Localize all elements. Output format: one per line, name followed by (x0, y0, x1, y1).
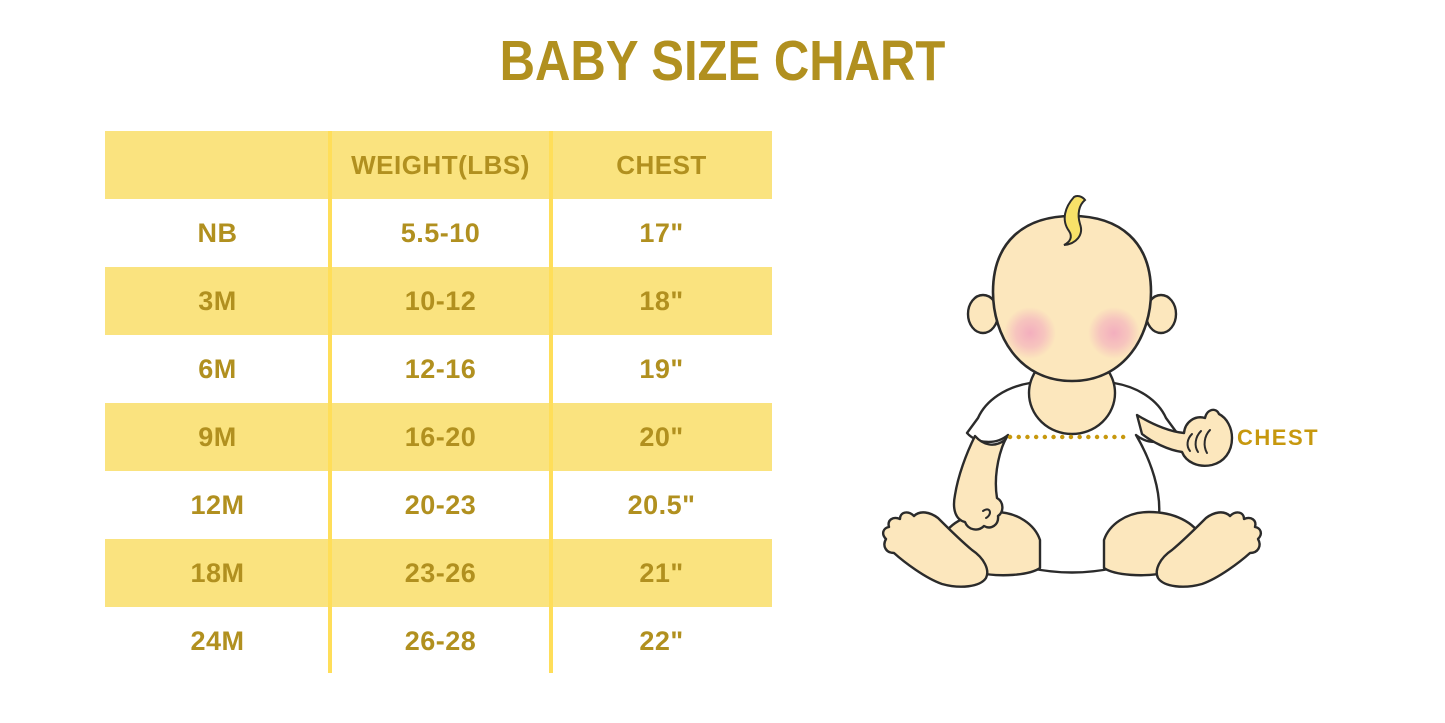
table-row: 6M 12-16 19" (105, 335, 772, 403)
size-cell: 12M (190, 489, 245, 520)
baby-illustration: CHEST (880, 180, 1330, 610)
table-row: 3M 10-12 18" (105, 267, 772, 335)
weight-cell: 16-20 (404, 421, 477, 452)
baby-foot-left (881, 511, 989, 588)
chest-column-header: CHEST (616, 149, 707, 180)
chest-label: CHEST (1237, 425, 1319, 450)
size-cell: NB (197, 217, 238, 248)
table-row: 12M 20-23 20.5" (105, 471, 772, 539)
weight-cell: 5.5-10 (400, 217, 481, 248)
weight-cell: 20-23 (404, 489, 477, 520)
chest-cell: 21" (639, 557, 684, 588)
page-title: BABY SIZE CHART (499, 29, 946, 93)
table-column-divider (549, 131, 553, 673)
chest-cell: 19" (639, 353, 684, 384)
weight-cell: 23-26 (404, 557, 477, 588)
baby-hair-curl (1063, 195, 1087, 246)
baby-foot-right (1155, 511, 1263, 588)
weight-cell: 10-12 (404, 285, 477, 316)
chest-cell: 20" (639, 421, 684, 452)
table-row: 24M 26-28 22" (105, 607, 772, 675)
weight-cell: 26-28 (404, 625, 477, 656)
chest-cell: 18" (639, 285, 684, 316)
size-column-header (105, 131, 330, 199)
weight-cell: 12-16 (404, 353, 477, 384)
baby-legs (881, 510, 1263, 588)
table-row: 18M 23-26 21" (105, 539, 772, 607)
weight-column-header: WEIGHT(LBS) (351, 149, 530, 180)
size-cell: 18M (190, 557, 245, 588)
chest-cell: 20.5" (627, 489, 696, 520)
table-header-row: WEIGHT(LBS) CHEST (105, 131, 772, 199)
table-row: 9M 16-20 20" (105, 403, 772, 471)
size-cell: 3M (198, 285, 237, 316)
size-cell: 6M (198, 353, 237, 384)
size-cell: 24M (190, 625, 245, 656)
table-column-divider (328, 131, 332, 673)
baby-size-table: WEIGHT(LBS) CHEST NB 5.5-10 17" 3M 10-12… (105, 131, 772, 675)
baby-cheek-right (1088, 307, 1140, 359)
chest-cell: 17" (639, 217, 684, 248)
baby-arm-left (952, 434, 1007, 531)
chest-cell: 22" (639, 625, 684, 656)
baby-cheek-left (1004, 307, 1056, 359)
size-cell: 9M (198, 421, 237, 452)
baby-arm-right (1135, 408, 1234, 467)
table-row: NB 5.5-10 17" (105, 199, 772, 267)
